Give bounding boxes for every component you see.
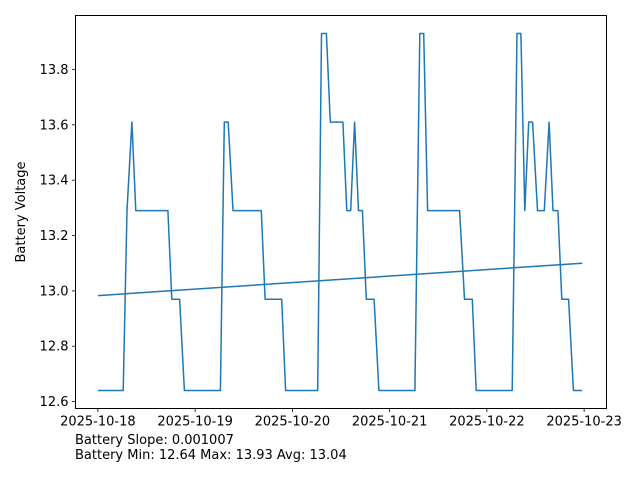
y-tick-label: 13.4 — [40, 174, 69, 189]
y-tick-label: 13.0 — [40, 284, 69, 299]
x-tick-label: 2025-10-18 — [60, 415, 136, 430]
y-tick-label: 13.8 — [40, 63, 69, 78]
stats-footer: Battery Slope: 0.001007 Battery Min: 12.… — [75, 433, 347, 463]
battery-slope-text: Battery Slope: 0.001007 — [75, 433, 234, 448]
y-tick-label: 12.8 — [40, 340, 69, 355]
y-axis-label: Battery Voltage — [14, 161, 29, 262]
battery-stats-text: Battery Min: 12.64 Max: 13.93 Avg: 13.04 — [75, 448, 347, 463]
y-axis: 12.6 12.8 13.0 13.2 13.4 13.6 13.8 — [40, 63, 76, 410]
series-layer — [97, 32, 583, 392]
voltage-series-line — [97, 32, 583, 392]
y-tick-label: 13.6 — [40, 118, 69, 133]
x-tick-label: 2025-10-20 — [255, 415, 331, 430]
x-axis: 2025-10-18 2025-10-19 2025-10-20 2025-10-21… — [60, 408, 622, 430]
x-tick-label: 2025-10-22 — [449, 415, 525, 430]
y-tick-label: 13.2 — [40, 229, 69, 244]
x-tick-label: 2025-10-21 — [352, 415, 428, 430]
trend-line — [97, 262, 583, 297]
axes-frame — [75, 15, 607, 409]
y-tick-label: 12.6 — [40, 395, 69, 410]
x-tick-label: 2025-10-19 — [157, 415, 233, 430]
x-tick-label: 2025-10-23 — [546, 415, 622, 430]
